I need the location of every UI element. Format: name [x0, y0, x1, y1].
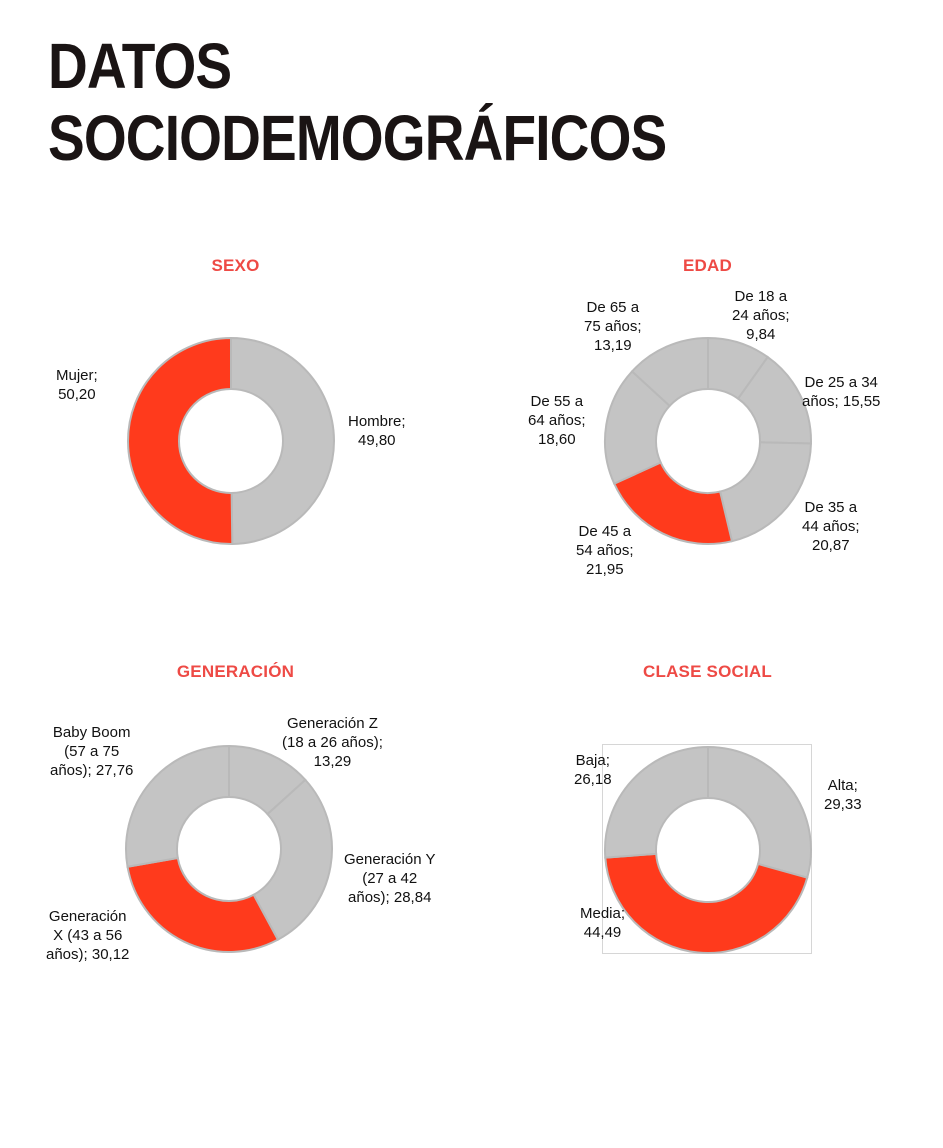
label-line: 18,60 [538, 431, 576, 448]
donut-chart [604, 745, 812, 954]
label-line: Media; [580, 905, 626, 922]
label-line: 9,84 [746, 326, 776, 343]
chart-sexo: SEXO Hombre; 49,80 Mujer; 50,20 [0, 240, 471, 740]
label-line: De 18 a [734, 288, 788, 305]
label-line: 44 años; [802, 518, 860, 535]
label-line: 26,18 [574, 771, 612, 788]
slice-label-baja: Baja; 26,18 [574, 751, 612, 789]
slice-baja [604, 745, 709, 859]
slice-label-35-44: De 35 a 44 años; 20,87 [802, 498, 860, 555]
label-line: 75 años; [584, 318, 642, 335]
slice-label-18-24: De 18 a 24 años; 9,84 [732, 287, 790, 344]
slice-hombre [230, 336, 335, 546]
donut-chart [125, 744, 333, 953]
slice-de-45-a-54-anos [612, 461, 734, 545]
slice-media [604, 852, 809, 954]
chart-title: EDAD [683, 256, 732, 275]
chart-edad: EDAD De 18 a 24 años; 9,84 De 25 a 34 años;… [472, 240, 943, 740]
slice-label-55-64: De 55 a 64 años; 18,60 [528, 392, 586, 449]
label-line: Baja; [575, 752, 610, 769]
label-line: 64 años; [528, 412, 586, 429]
label-line: De 45 a [578, 523, 632, 540]
page-title-line-1: DATOS [48, 30, 232, 102]
label-line: Generación Z [287, 715, 378, 732]
label-line: 54 años; [576, 542, 634, 559]
slice-generacion-y-27-a-42-anos [252, 778, 333, 942]
slice-label-generacion-x: Generación X (43 a 56 años); 30,12 [46, 907, 129, 964]
chart-generacion: GENERACIÓN Generación Z (18 a 26 años); 13… [0, 648, 471, 1148]
slice-baby-boom-57-a-75-anos [125, 744, 230, 868]
chart-clase-social: CLASE SOCIAL Alta; 29,33 Media; 44,49 Baja… [472, 648, 943, 1148]
chart-title: SEXO [211, 256, 260, 275]
slice-label-alta: Alta; 29,33 [824, 776, 862, 814]
slice-label-hombre: Hombre; 49,80 [348, 412, 406, 450]
label-line: De 65 a [586, 299, 640, 316]
label-line: años; 15,55 [802, 393, 881, 410]
chart-title: CLASE SOCIAL [643, 662, 772, 681]
label-line: 21,95 [586, 561, 624, 578]
label-line: (57 a 75 [64, 743, 120, 760]
label-line: 49,80 [357, 432, 396, 449]
label-line: (27 a 42 [362, 870, 418, 887]
slice-de-35-a-44-anos [718, 441, 812, 543]
label-line: De 55 a [530, 393, 584, 410]
slice-label-mujer: Mujer; 50,20 [56, 366, 98, 404]
label-line: Generación [48, 908, 127, 925]
label-line: (18 a 26 años); [282, 734, 383, 751]
label-line: años); 27,76 [50, 762, 134, 779]
donut-chart [127, 336, 335, 546]
label-line: De 35 a [804, 499, 858, 516]
slice-label-45-54: De 45 a 54 años; 21,95 [576, 522, 634, 579]
label-line: 24 años; [732, 307, 790, 324]
label-line: 29,33 [824, 796, 862, 813]
label-line: Hombre; [348, 413, 406, 430]
slice-alta [707, 745, 812, 879]
slice-label-65-75: De 65 a 75 años; 13,19 [584, 298, 642, 355]
label-line: De 25 a 34 [804, 374, 878, 391]
slice-label-25-34: De 25 a 34 años; 15,55 [802, 373, 880, 411]
page-title: DATOS SOCIODEMOGRÁFICOS [48, 30, 667, 174]
label-line: años); 30,12 [46, 946, 130, 963]
label-line: Alta; [827, 777, 858, 794]
slice-label-generacion-z: Generación Z (18 a 26 años); 13,29 [282, 714, 383, 771]
slice-label-generacion-y: Generación Y (27 a 42 años); 28,84 [344, 850, 435, 907]
label-line: 20,87 [812, 537, 850, 554]
label-line: Generación Y [344, 851, 436, 868]
label-line: Baby Boom [52, 724, 131, 741]
donut-chart [604, 336, 812, 545]
slice-label-baby-boom: Baby Boom (57 a 75 años); 27,76 [50, 723, 133, 780]
slice-label-media: Media; 44,49 [580, 904, 625, 942]
label-line: años); 28,84 [348, 889, 432, 906]
label-line: 13,19 [594, 337, 632, 354]
slice-generacion-x-43-a-56-anos [126, 856, 280, 953]
slice-de-65-a-75-anos [630, 336, 709, 408]
label-line: 13,29 [313, 753, 352, 770]
label-line: X (43 a 56 [53, 927, 123, 944]
label-line: 50,20 [58, 386, 96, 403]
page-title-line-2: SOCIODEMOGRÁFICOS [48, 102, 667, 174]
label-line: 44,49 [583, 924, 622, 941]
slice-mujer [127, 336, 234, 545]
label-line: Mujer; [56, 367, 98, 384]
chart-title: GENERACIÓN [176, 662, 295, 681]
